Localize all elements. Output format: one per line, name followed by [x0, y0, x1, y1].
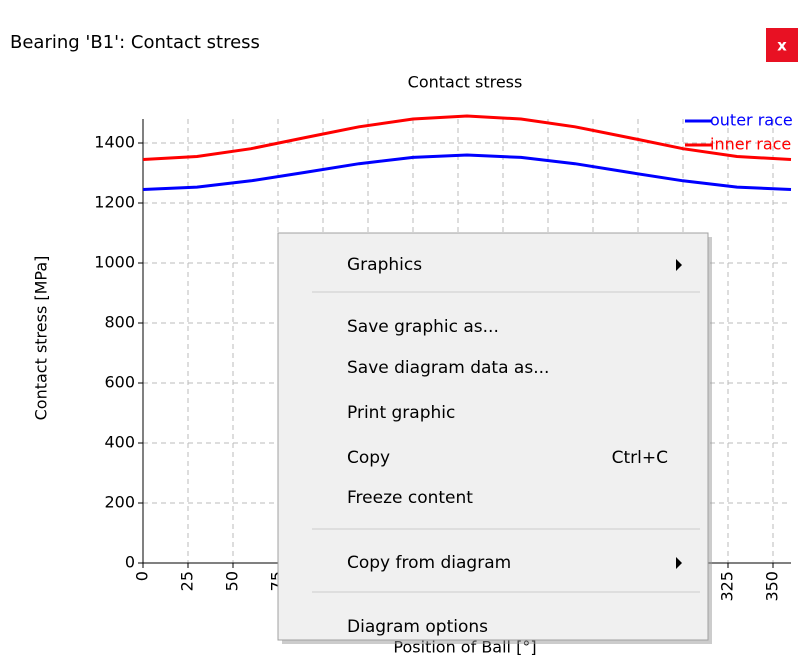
- series-line: [142, 114, 792, 161]
- close-button[interactable]: [766, 28, 798, 62]
- series-line: [142, 153, 792, 191]
- y-tick-label: 0: [125, 553, 135, 572]
- y-tick-label: 1000: [94, 253, 135, 272]
- chart-title: Contact stress: [408, 73, 523, 92]
- menu-item[interactable]: Copy: [347, 448, 390, 468]
- y-tick-label: 400: [104, 433, 135, 452]
- menu-item[interactable]: Save graphic as...: [347, 317, 499, 337]
- submenu-arrow: [676, 259, 682, 271]
- menu-item[interactable]: Graphics: [347, 255, 422, 275]
- y-tick-label: 600: [104, 373, 135, 392]
- y-tick-label: 1200: [94, 193, 135, 212]
- x-tick-label: 325: [718, 571, 737, 602]
- menu-shortcut[interactable]: Ctrl+C: [612, 448, 668, 468]
- x-tick-label: 50: [223, 571, 242, 591]
- menu-item[interactable]: Print graphic: [347, 403, 455, 423]
- y-tick-label: 200: [104, 493, 135, 512]
- x-tick-label: 25: [178, 571, 197, 591]
- menu-item[interactable]: Freeze content: [347, 488, 473, 508]
- menu-box: [277, 232, 709, 641]
- legend-label: outer race: [710, 111, 793, 130]
- window-title: Bearing 'B1': Contact stress: [10, 32, 260, 53]
- menu-item[interactable]: Diagram options: [347, 617, 488, 637]
- menu-item[interactable]: Copy from diagram: [347, 553, 511, 573]
- y-tick-label: 800: [104, 313, 135, 332]
- x-tick-label: 0: [133, 571, 152, 581]
- x-tick-label: 350: [763, 571, 782, 602]
- menu-item[interactable]: Save diagram data as...: [347, 358, 549, 378]
- context-menu: Graphics Save graphic as... Save diagram d…: [277, 232, 712, 644]
- close-label[interactable]: x: [777, 37, 787, 55]
- submenu-arrow: [676, 557, 682, 569]
- y-tick-label: 1400: [94, 133, 135, 152]
- legend-label: inner race: [710, 135, 791, 154]
- y-axis-label: Contact stress [MPa]: [32, 256, 51, 421]
